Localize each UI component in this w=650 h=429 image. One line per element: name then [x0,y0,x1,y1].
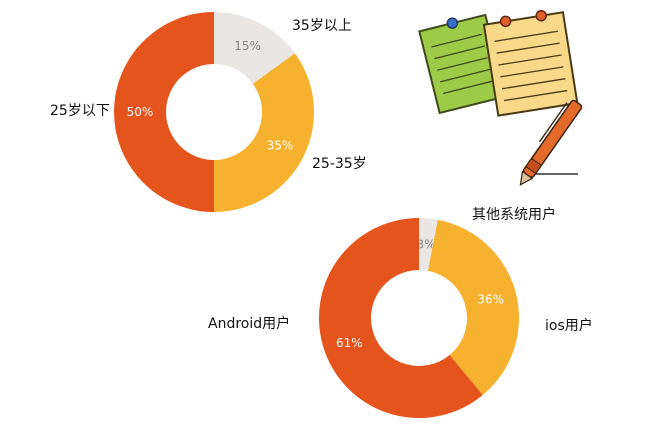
category-label-25-35: 25-35岁 [312,156,367,172]
donut-slice-0-1 [214,53,314,213]
slice-value-label: 15% [234,39,261,53]
slice-value-label: 61% [336,336,363,350]
donut-slice-1-2 [318,218,483,418]
category-label-35: 35岁以上 [292,18,352,34]
age-donut-chart: 15% 35岁以上 35% 25-35岁 50% 25岁以下 [50,12,367,213]
slice-value-label: 50% [127,105,154,119]
donut-slice-1-0 [419,218,438,271]
pen-icon [519,99,583,186]
category-label-android: Android用户 [208,315,290,332]
slice-value-label: 35% [267,139,294,153]
slice-value-label: 3% [416,237,435,251]
slice-value-label: 36% [477,293,504,307]
donut-slice-0-2 [114,12,214,212]
donut-slice-0-0 [214,12,295,84]
category-label-slice: 其他系统用户 [472,206,556,223]
notepad-icon [418,9,579,117]
category-label-25: 25岁以下 [50,103,110,119]
os-donut-chart: 3% 其他系统用户 36% ios用户 61% Android用户 [208,206,593,418]
donut-slice-1-1 [427,219,520,396]
category-label-ios: ios用户 [545,317,593,334]
